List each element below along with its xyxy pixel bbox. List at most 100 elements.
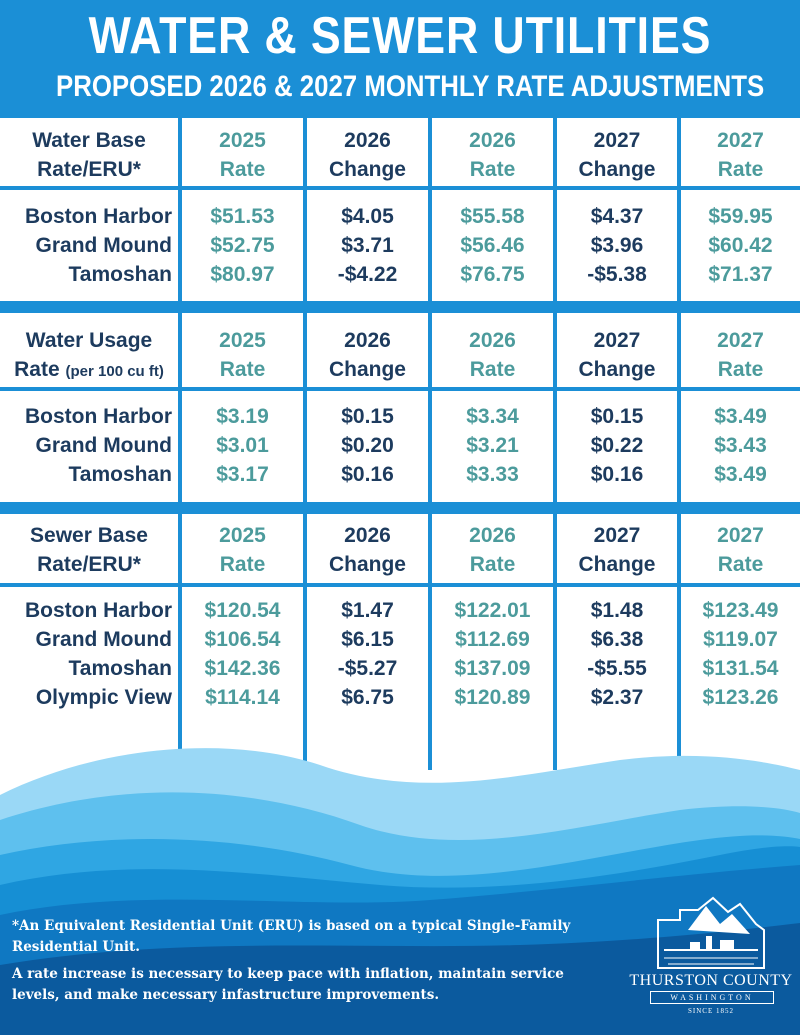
- header-row-divider: [0, 186, 800, 190]
- section-label-line1: Water Base: [32, 129, 146, 152]
- rate-value: $3.01: [216, 434, 269, 457]
- rate-value: $80.97: [210, 263, 275, 286]
- column-divider: [303, 118, 307, 770]
- rate-value: $112.69: [455, 628, 530, 651]
- change-value: $6.15: [341, 628, 394, 651]
- column-header: 2026 Change: [328, 329, 406, 381]
- values-2027-rate: $123.49 $119.07 $131.54 $123.26: [681, 596, 800, 712]
- column-header: 2027 Change: [578, 129, 656, 181]
- footnote-eru: *An Equivalent Residential Unit (ERU) is…: [12, 918, 571, 955]
- values-2027-change: $0.15 $0.22 $0.16: [557, 402, 677, 489]
- change-value: $2.37: [590, 686, 644, 709]
- system-name: Boston Harbor: [25, 205, 172, 228]
- change-value: -$5.55: [587, 657, 647, 680]
- column-header: 2025 Rate: [219, 524, 266, 576]
- rate-value: $51.53: [210, 205, 275, 228]
- column-header: 2027 Rate: [717, 129, 764, 181]
- change-value: $0.15: [341, 405, 394, 428]
- column-divider: [428, 118, 432, 770]
- rate-value: $3.49: [714, 405, 767, 428]
- section-label-line1: Sewer Base: [30, 524, 148, 547]
- section-label: Water Usage Rate (per 100 cu ft): [0, 326, 178, 386]
- page-subtitle: PROPOSED 2026 & 2027 MONTHLY RATE ADJUST…: [56, 70, 765, 103]
- rate-value: $55.58: [460, 205, 525, 228]
- column-header: 2026 Change: [328, 524, 406, 576]
- rate-value: $59.95: [708, 205, 773, 228]
- change-value: $6.38: [590, 628, 644, 651]
- section-label-line2: Rate/ERU*: [37, 553, 141, 576]
- county-seal-icon: [657, 896, 765, 969]
- rate-value: $3.49: [714, 463, 767, 486]
- column-header: 2027 Change: [578, 524, 656, 576]
- values-2025-rate: $120.54 $106.54 $142.36 $114.14: [182, 596, 303, 712]
- rate-value: $3.19: [216, 405, 269, 428]
- section-divider-band: [0, 502, 800, 514]
- system-names: Boston Harbor Grand Mound Tamoshan Olymp…: [0, 596, 172, 712]
- rate-value: $114.14: [205, 686, 280, 709]
- rate-value: $56.46: [460, 234, 525, 257]
- county-logo: THURSTON COUNTY WASHINGTON SINCE 1852: [628, 890, 794, 1020]
- rate-value: $131.54: [702, 657, 779, 680]
- column-header: 2027 Change: [578, 329, 656, 381]
- system-name: Boston Harbor: [25, 405, 172, 428]
- values-2025-rate: $51.53 $52.75 $80.97: [182, 202, 303, 289]
- values-2026-rate: $55.58 $56.46 $76.75: [432, 202, 553, 289]
- change-value: $0.16: [341, 463, 394, 486]
- page-title: WATER & SEWER UTILITIES: [88, 7, 712, 65]
- values-2026-change: $0.15 $0.20 $0.16: [307, 402, 428, 489]
- values-2026-rate: $3.34 $3.21 $3.33: [432, 402, 553, 489]
- rate-value: $142.36: [204, 657, 281, 680]
- rate-value: $3.33: [466, 463, 519, 486]
- column-header: 2025 Rate: [219, 129, 266, 181]
- system-names: Boston Harbor Grand Mound Tamoshan: [0, 402, 172, 489]
- section-label: Water Base Rate/ERU*: [0, 126, 178, 184]
- section-label-line1: Water Usage: [25, 329, 153, 352]
- change-value: $4.05: [341, 205, 394, 228]
- column-header: 2027 Rate: [717, 524, 764, 576]
- rate-value: $122.01: [454, 599, 531, 622]
- system-name: Grand Mound: [35, 628, 172, 651]
- system-name: Tamoshan: [68, 463, 172, 486]
- values-2027-rate: $3.49 $3.43 $3.49: [681, 402, 800, 489]
- column-header: 2025 Rate: [219, 329, 266, 381]
- values-2027-change: $4.37 $3.96 -$5.38: [557, 202, 677, 289]
- change-value: -$4.22: [337, 263, 398, 286]
- values-2026-rate: $122.01 $112.69 $137.09 $120.89: [432, 596, 553, 712]
- rate-value: $119.07: [703, 628, 778, 651]
- system-name: Tamoshan: [68, 263, 172, 286]
- rate-value: $3.21: [466, 434, 519, 457]
- section-label-line2: Rate/ERU*: [37, 158, 141, 181]
- header-row-divider: [0, 387, 800, 391]
- change-value: $0.15: [590, 405, 644, 428]
- column-divider: [178, 118, 182, 770]
- rate-value: $71.37: [708, 263, 773, 286]
- values-2025-rate: $3.19 $3.01 $3.17: [182, 402, 303, 489]
- rate-value: $120.54: [204, 599, 281, 622]
- rate-value: $60.42: [708, 234, 773, 257]
- rate-value: $123.49: [702, 599, 779, 622]
- column-header: 2026 Rate: [469, 129, 516, 181]
- values-2027-rate: $59.95 $60.42 $71.37: [681, 202, 800, 289]
- values-2026-change: $4.05 $3.71 -$4.22: [307, 202, 428, 289]
- rate-value: $123.26: [702, 686, 779, 709]
- system-name: Boston Harbor: [25, 599, 172, 622]
- header-row-divider: [0, 583, 800, 587]
- footnote-rate-increase: A rate increase is necessary to keep pac…: [12, 966, 564, 1003]
- change-value: $6.75: [341, 686, 394, 709]
- rate-value: $120.89: [454, 686, 531, 709]
- change-value: $1.48: [590, 599, 644, 622]
- header-banner: WATER & SEWER UTILITIES PROPOSED 2026 & …: [0, 0, 800, 118]
- change-value: -$5.27: [337, 657, 398, 680]
- change-value: $1.47: [341, 599, 394, 622]
- rate-value: $137.09: [454, 657, 531, 680]
- change-value: $0.22: [590, 434, 644, 457]
- change-value: -$5.38: [587, 263, 647, 286]
- county-since: SINCE 1852: [688, 1007, 734, 1015]
- column-header: 2026 Rate: [469, 329, 516, 381]
- wave-background: [0, 748, 800, 1035]
- rate-value: $106.54: [204, 628, 281, 651]
- county-name: THURSTON COUNTY: [629, 972, 793, 989]
- change-value: $3.96: [590, 234, 644, 257]
- column-divider: [677, 118, 681, 770]
